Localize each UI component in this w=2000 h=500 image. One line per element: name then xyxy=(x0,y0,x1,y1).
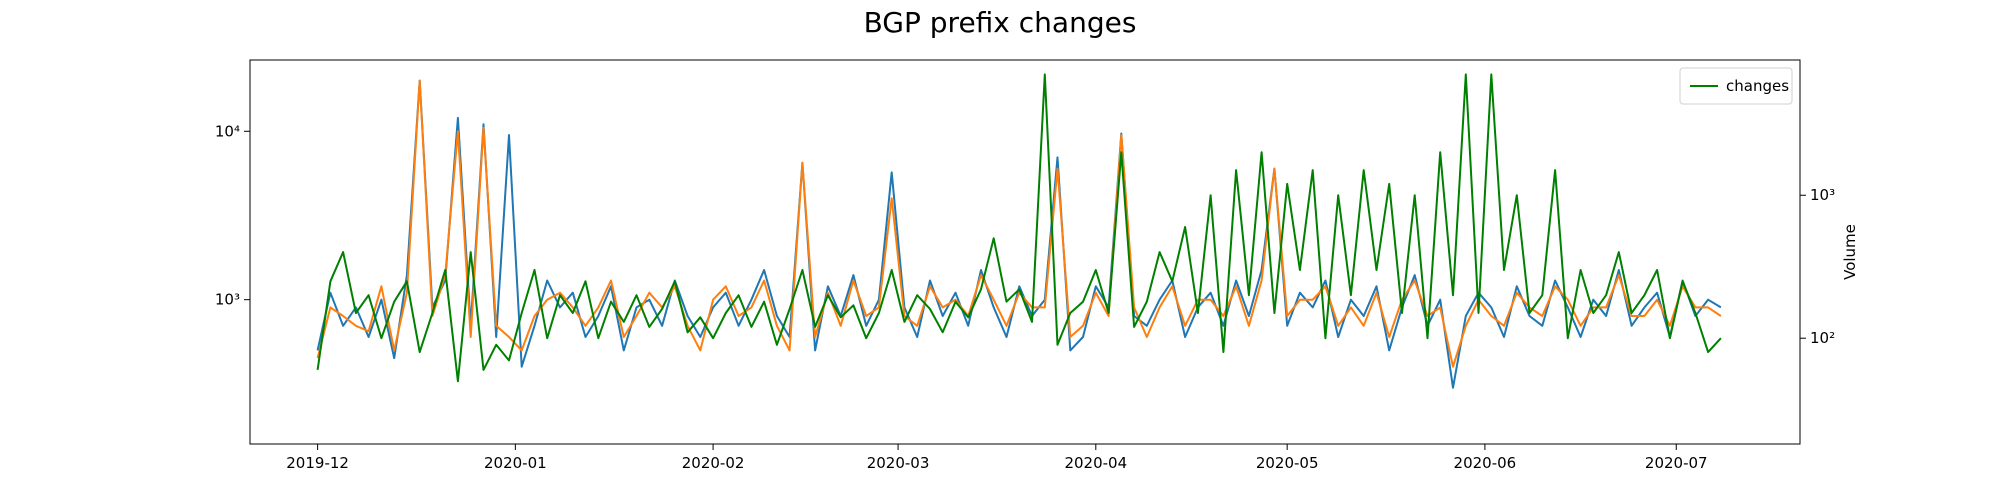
series-line xyxy=(316,79,1722,389)
y-tick-label: 10⁴ xyxy=(215,122,240,140)
chart-title: BGP prefix changes xyxy=(864,6,1137,39)
x-tick-label: 2020-03 xyxy=(867,454,930,472)
x-tick-label: 2020-02 xyxy=(682,454,745,472)
y2-tick-label: 10³ xyxy=(1810,186,1835,204)
series-line xyxy=(316,79,1722,368)
legend-label: changes xyxy=(1726,77,1789,95)
plot-frame xyxy=(249,59,1801,445)
x-tick-label: 2020-07 xyxy=(1645,454,1708,472)
x-tick-label: 2020-06 xyxy=(1454,454,1517,472)
legend-box xyxy=(1679,67,1793,105)
x-tick-label: 2020-01 xyxy=(484,454,547,472)
x-tick-label: 2020-04 xyxy=(1064,454,1127,472)
series-line xyxy=(316,73,1722,383)
x-tick-label: 2019-12 xyxy=(286,454,349,472)
x-tick-label: 2020-05 xyxy=(1256,454,1319,472)
y2-axis-label: Volume xyxy=(1841,224,1859,280)
y2-tick-label: 10² xyxy=(1810,329,1835,347)
y-tick-label: 10³ xyxy=(215,291,240,309)
